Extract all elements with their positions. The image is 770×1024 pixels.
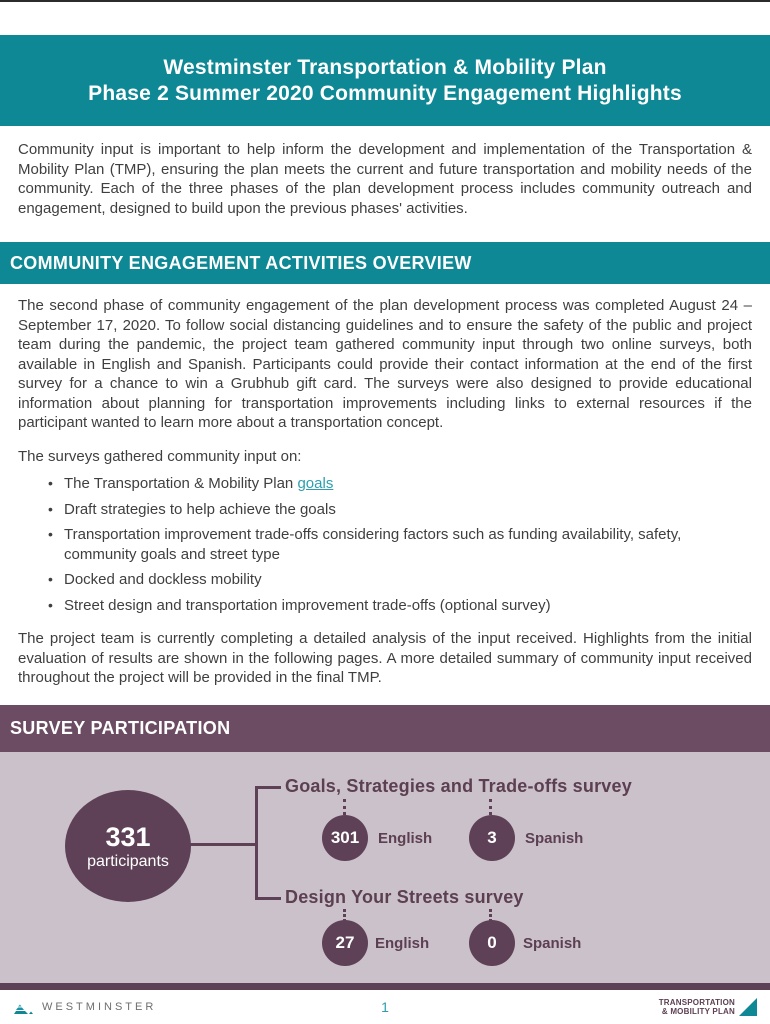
survey-topics-list: • The Transportation & Mobility Plan goa…	[18, 474, 752, 615]
participation-section-heading: SURVEY PARTICIPATION	[10, 718, 231, 738]
survey-participation-infographic: 331 participants Goals, Strategies and T…	[0, 752, 770, 983]
list-item-text: Street design and transportation improve…	[64, 596, 551, 614]
overview-paragraph-2: The project team is currently completing…	[18, 630, 752, 686]
overview-paragraph-1: The second phase of community engagement…	[18, 297, 752, 431]
bullet-icon: •	[48, 526, 53, 542]
survey1-spanish-count-circle: 3	[469, 815, 515, 861]
survey1-spanish-label: Spanish	[525, 830, 584, 847]
tmp-logo-line1: TRANSPORTATION	[658, 998, 735, 1007]
bullet-icon: •	[48, 571, 53, 587]
connector-vertical-line	[255, 786, 258, 900]
bullet-icon: •	[48, 475, 53, 491]
list-item-text: Draft strategies to help achieve the goa…	[64, 500, 336, 518]
survey1-english-count-circle: 301	[322, 815, 368, 861]
connector-bottom-stub	[255, 897, 281, 900]
survey2-spanish-dotted-line	[489, 909, 492, 922]
bullet-icon: •	[48, 500, 53, 517]
goals-link[interactable]: goals	[297, 475, 334, 492]
title-banner: Westminster Transportation & Mobility Pl…	[0, 35, 770, 126]
survey2-spanish-count-circle: 0	[469, 920, 515, 966]
list-item: • Street design and transportation impro…	[18, 596, 752, 616]
survey2-spanish-label: Spanish	[523, 935, 582, 952]
survey1-english-label: English	[378, 830, 433, 847]
westminster-logo: WESTMINSTER	[12, 998, 156, 1016]
document-title-line2: Phase 2 Summer 2020 Community Engagement…	[88, 81, 682, 105]
intro-paragraph: Community input is important to help inf…	[18, 141, 752, 217]
overview-section-header: COMMUNITY ENGAGEMENT ACTIVITIES OVERVIEW	[0, 242, 770, 284]
list-item: • The Transportation & Mobility Plan goa…	[18, 474, 752, 494]
tmp-logo-triangle-icon	[739, 998, 757, 1016]
connector-top-stub	[255, 786, 281, 789]
survey2-english-count-circle: 27	[322, 920, 368, 966]
bullet-icon: •	[48, 596, 53, 613]
list-item-text: The Transportation & Mobility Plan goals	[64, 474, 333, 494]
list-item: • Draft strategies to help achieve the g…	[18, 500, 752, 520]
page-top-edge	[0, 0, 770, 2]
total-participants-label: participants	[87, 852, 169, 870]
survey2-english-label: English	[375, 935, 430, 952]
document-title-line1: Westminster Transportation & Mobility Pl…	[163, 55, 607, 79]
survey1-english-dotted-line	[343, 799, 346, 815]
tmp-logo-text: TRANSPORTATION & MOBILITY PLAN	[659, 998, 735, 1016]
list-item: • Docked and dockless mobility	[18, 570, 752, 590]
survey1-spanish-dotted-line	[489, 799, 492, 815]
survey-list-intro: The surveys gathered community input on:	[18, 447, 302, 465]
list-item-text: Transportation improvement trade-offs co…	[64, 526, 682, 563]
survey2-english-dotted-line	[343, 909, 346, 922]
survey2-heading: Design Your Streets survey	[285, 887, 524, 907]
tmp-logo-line2: & MOBILITY PLAN	[661, 1007, 735, 1016]
survey1-heading: Goals, Strategies and Trade-offs survey	[285, 776, 632, 796]
page-footer: WESTMINSTER 1 TRANSPORTATION & MOBILITY …	[0, 990, 770, 1024]
footer-divider-bar	[0, 983, 770, 990]
total-participants-value: 331	[105, 821, 151, 852]
overview-body: The second phase of community engagement…	[0, 284, 770, 705]
westminster-logo-icon	[14, 1004, 33, 1014]
list-item-text: Docked and dockless mobility	[64, 571, 262, 588]
overview-section-heading: COMMUNITY ENGAGEMENT ACTIVITIES OVERVIEW	[10, 252, 472, 273]
connector-horizontal-line	[190, 843, 257, 846]
list-item: • Transportation improvement trade-offs …	[18, 525, 752, 564]
transportation-mobility-plan-logo: TRANSPORTATION & MOBILITY PLAN	[659, 997, 758, 1017]
intro-block: Community input is important to help inf…	[0, 126, 770, 242]
list-item-text-pre: The Transportation & Mobility Plan	[64, 475, 298, 492]
total-participants-circle: 331 participants	[65, 790, 191, 902]
westminster-logo-text: WESTMINSTER	[42, 1001, 157, 1013]
participation-section-header: SURVEY PARTICIPATION	[0, 705, 770, 752]
